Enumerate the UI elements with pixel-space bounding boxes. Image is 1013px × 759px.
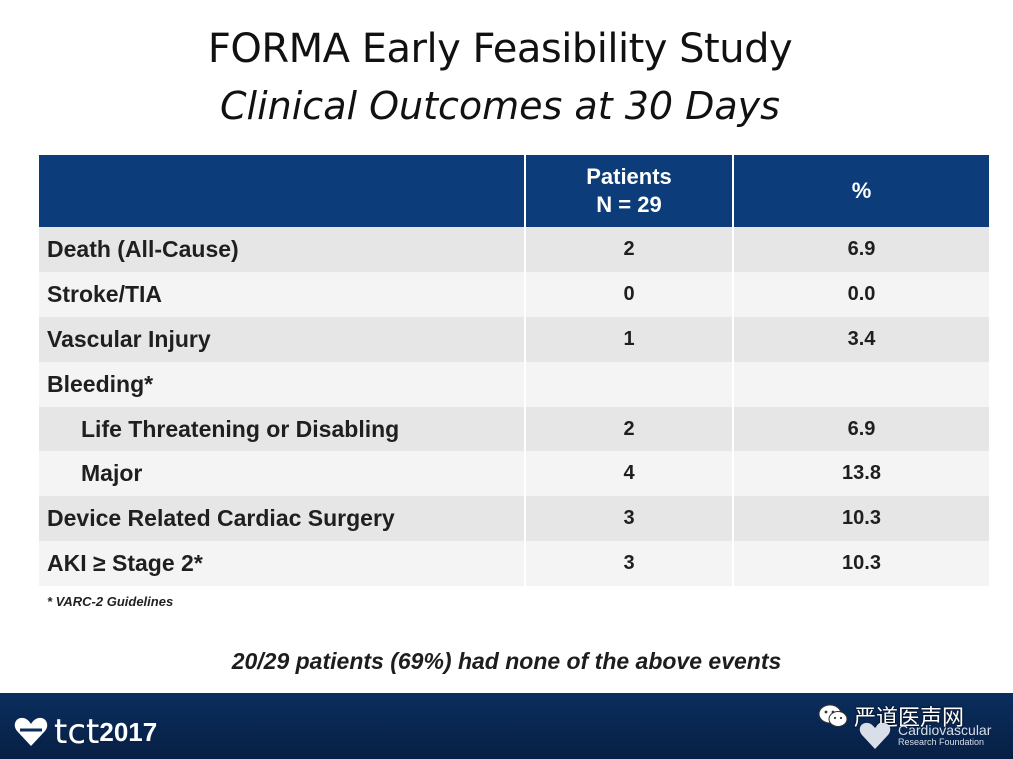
row-label: Device Related Cardiac Surgery: [39, 496, 526, 542]
header-patients-line1: Patients: [586, 164, 672, 189]
footnote: * VARC-2 Guidelines: [47, 594, 174, 609]
table-row: Stroke/TIA 0 0.0: [39, 271, 989, 317]
row-patients: 3: [525, 541, 734, 587]
row-label: Stroke/TIA: [39, 271, 526, 317]
table-row: Life Threatening or Disabling 2 6.9: [39, 406, 989, 452]
row-patients: 4: [525, 451, 734, 497]
header-patients: Patients N = 29: [525, 155, 734, 227]
header-label: [39, 155, 526, 227]
row-patients: 2: [525, 406, 734, 452]
row-label: Bleeding*: [39, 361, 526, 407]
crf-logo: Cardiovascular Research Foundation: [858, 722, 991, 750]
row-label: Vascular Injury: [39, 316, 526, 362]
row-patients: [525, 361, 734, 407]
row-label: AKI ≥ Stage 2*: [39, 541, 526, 587]
row-percent: 6.9: [733, 406, 989, 452]
table-header-row: Patients N = 29 %: [39, 155, 989, 227]
wechat-icon: [818, 704, 848, 727]
table-row: Major 4 13.8: [39, 451, 989, 497]
table-row: Bleeding*: [39, 361, 989, 407]
row-patients: 3: [525, 496, 734, 542]
slide-title: FORMA Early Feasibility Study: [207, 26, 793, 72]
row-patients: 1: [525, 316, 734, 362]
table-row: AKI ≥ Stage 2* 3 10.3: [39, 541, 989, 587]
heart-outline-icon: [859, 722, 891, 749]
row-percent: 6.9: [733, 227, 989, 272]
row-percent: 3.4: [733, 316, 989, 362]
row-label: Major: [39, 451, 526, 497]
row-patients: 0: [525, 271, 734, 317]
table-row: Vascular Injury 1 3.4: [39, 316, 989, 362]
row-percent: 0.0: [733, 271, 989, 317]
row-percent: [733, 361, 989, 407]
row-percent: 10.3: [733, 541, 989, 587]
table-row: Death (All-Cause) 2 6.9: [39, 227, 989, 272]
logo-text: tct: [54, 712, 100, 752]
row-label: Death (All-Cause): [39, 227, 526, 272]
row-percent: 10.3: [733, 496, 989, 542]
crf-line1: Cardiovascular: [898, 722, 992, 738]
logo-year: 2017: [99, 716, 158, 747]
header-percent: %: [733, 155, 989, 227]
crf-line2: Research Foundation: [898, 737, 985, 747]
row-label: Life Threatening or Disabling: [39, 406, 526, 452]
slide-subtitle: Clinical Outcomes at 30 Days: [220, 84, 780, 128]
row-percent: 13.8: [733, 451, 989, 497]
row-patients: 2: [525, 227, 734, 272]
tct-logo: tct 2017: [14, 712, 157, 752]
header-patients-line2: N = 29: [596, 192, 662, 217]
summary-text: 20/29 patients (69%) had none of the abo…: [231, 648, 782, 674]
heart-logo-icon: [14, 717, 48, 746]
table-row: Device Related Cardiac Surgery 3 10.3: [39, 496, 989, 542]
outcomes-table: Patients N = 29 % Death (All-Cause) 2 6.…: [39, 155, 989, 587]
